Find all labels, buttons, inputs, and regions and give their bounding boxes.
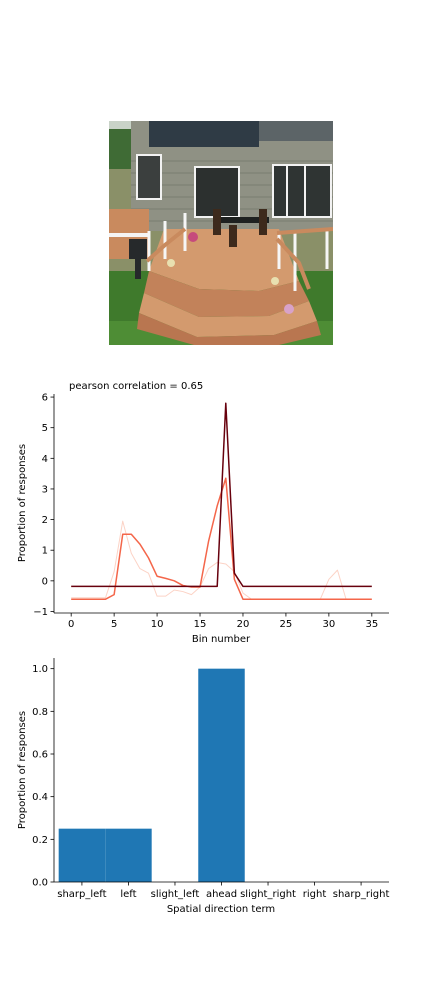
bar-chart-xtick-label: sharp_left xyxy=(57,889,106,900)
bar-chart-bars xyxy=(59,669,245,882)
line-chart-xtick-label: 25 xyxy=(280,619,293,630)
bar-chart-ytick-label: 0.6 xyxy=(32,750,48,761)
deck-photo xyxy=(109,121,333,345)
bar-chart-ytick-label: 0.2 xyxy=(32,835,48,846)
line-chart-ytick-label: 0 xyxy=(42,576,48,587)
bar-chart-ytick-label: 0.8 xyxy=(32,707,48,718)
line-chart-xtick-label: 15 xyxy=(194,619,207,630)
line-chart-ytick-label: 2 xyxy=(42,515,48,526)
line-chart-ytick-label: 3 xyxy=(42,484,48,495)
line-series-2 xyxy=(71,478,372,599)
line-chart-yticks: −1 0 1 2 3 4 5 6 xyxy=(33,393,54,618)
line-series-3 xyxy=(71,403,372,586)
bar-ahead xyxy=(198,669,244,882)
bar-chart-ytick-label: 0.4 xyxy=(32,792,48,803)
line-chart-ylabel: Proportion of responses xyxy=(17,444,28,562)
line-chart-ytick-label: 4 xyxy=(42,454,48,465)
bar-chart-xlabel: Spatial direction term xyxy=(167,904,275,915)
line-chart-ytick-label: −1 xyxy=(33,607,48,618)
line-chart-xtick-label: 30 xyxy=(323,619,336,630)
line-chart-ytick-label: 6 xyxy=(42,393,48,404)
bar-sharp-left xyxy=(59,829,105,882)
line-chart-series-group xyxy=(71,403,372,599)
bar-chart-xtick-label: slight_left xyxy=(151,889,200,900)
bar-chart-ytick-label: 1.0 xyxy=(32,664,48,675)
line-chart-xtick-label: 5 xyxy=(111,619,117,630)
line-chart-axes xyxy=(54,394,389,613)
line-chart-ytick-label: 1 xyxy=(42,546,48,557)
bar-chart-ylabel: Proportion of responses xyxy=(17,711,28,829)
line-chart-xtick-label: 20 xyxy=(237,619,250,630)
line-chart-xticks: 0 5 10 15 20 25 30 35 xyxy=(68,613,378,630)
bar-chart-xtick-label: sharp_right xyxy=(333,889,390,900)
bar-chart-xticks: sharp_left left slight_left ahead slight_rig… xyxy=(57,882,389,900)
bar-left xyxy=(105,829,151,882)
bar-chart-xtick-label: left xyxy=(120,889,136,900)
line-chart-xtick-label: 10 xyxy=(151,619,164,630)
bar-chart-yticks: 0.0 0.2 0.4 0.6 0.8 1.0 xyxy=(32,664,54,888)
bar-chart-ytick-label: 0.0 xyxy=(32,878,48,889)
line-chart-xlabel: Bin number xyxy=(192,634,251,645)
line-series-1 xyxy=(71,521,372,599)
line-chart-xtick-label: 0 xyxy=(68,619,74,630)
line-chart-title: pearson correlation = 0.65 xyxy=(69,381,203,392)
bar-chart-xtick-label: right xyxy=(303,889,327,900)
line-chart-xtick-label: 35 xyxy=(365,619,378,630)
line-chart-ytick-label: 5 xyxy=(42,423,48,434)
bar-chart-axes xyxy=(54,658,389,882)
bar-chart-xtick-label: slight_right xyxy=(240,889,296,900)
bar-chart-xtick-label: ahead xyxy=(206,889,237,900)
